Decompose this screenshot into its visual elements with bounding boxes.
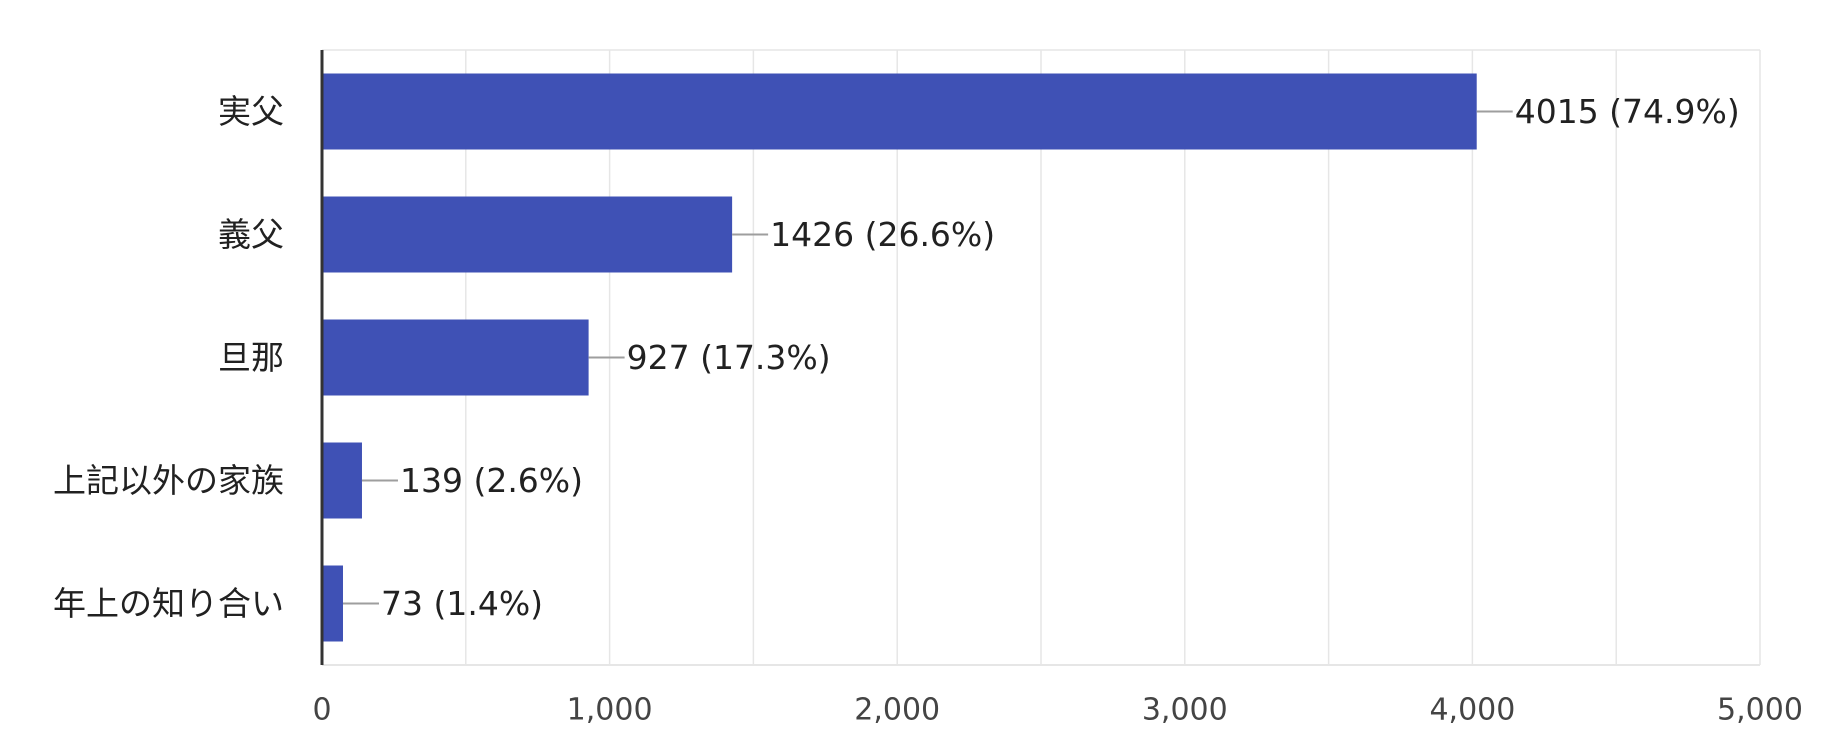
x-tick-label: 3,000 [1142, 693, 1228, 728]
bar [322, 196, 733, 273]
x-tick-label: 4,000 [1429, 693, 1515, 728]
value-label: 4015 (74.9%) [1515, 92, 1740, 131]
x-tick-label: 0 [312, 693, 331, 728]
x-tick-label: 5,000 [1717, 693, 1803, 728]
category-label: 実父 [218, 92, 284, 131]
category-label: 旦那 [218, 338, 284, 377]
x-tick-labels: 0 1,000 2,000 3,000 4,000 5,000 [312, 693, 1802, 728]
grid-lines [322, 49, 1761, 665]
category-label: 上記以外の家族 [53, 461, 284, 500]
bar [322, 319, 589, 396]
bar [322, 442, 362, 519]
x-tick-label: 1,000 [567, 693, 653, 728]
value-label: 139 (2.6%) [400, 461, 583, 500]
bars [322, 73, 1477, 642]
bar [322, 565, 343, 642]
category-label: 義父 [218, 215, 284, 254]
value-label: 73 (1.4%) [381, 584, 543, 623]
axes [320, 50, 1760, 666]
value-label: 1426 (26.6%) [770, 215, 995, 254]
bar [322, 73, 1477, 150]
x-tick-label: 2,000 [854, 693, 940, 728]
value-labels: 4015 (74.9%) 1426 (26.6%) 927 (17.3%) 139 (… [342, 92, 1740, 623]
value-label: 927 (17.3%) [627, 338, 831, 377]
category-label: 年上の知り合い [53, 584, 284, 623]
